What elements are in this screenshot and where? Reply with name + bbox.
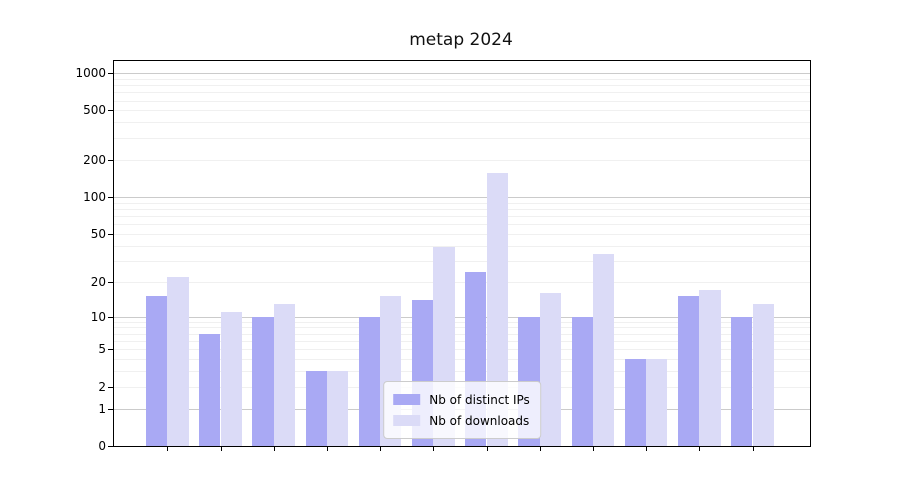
y-tick-label: 200 (83, 152, 106, 167)
legend-label: Nb of downloads (429, 413, 530, 428)
gridline (114, 110, 810, 112)
x-tick (592, 447, 594, 451)
bar-downloads-oct (646, 359, 668, 446)
bar-distinct-ips-mar (252, 316, 274, 446)
bar-distinct-ips-may (358, 316, 381, 446)
chart-legend: Nb of distinct IPs Nb of downloads (383, 381, 541, 439)
x-tick (380, 447, 382, 451)
x-tick (486, 447, 488, 451)
gridline (114, 137, 810, 139)
x-tick (273, 447, 275, 451)
y-tick-label: 0 (98, 439, 106, 453)
bar-downloads-feb (220, 311, 242, 446)
legend-item: Nb of downloads (393, 410, 530, 431)
y-tick (108, 408, 113, 410)
bar-downloads-jan (167, 276, 189, 446)
plot-area: Nb of distinct IPs Nb of downloads 0 1 2 5 10… (75, 60, 811, 452)
x-tick (433, 447, 435, 451)
gridline (114, 233, 810, 235)
gridline (114, 359, 810, 361)
y-tick (108, 73, 113, 74)
gridline (114, 245, 810, 247)
gridline (114, 316, 810, 318)
gridline (114, 321, 810, 323)
y-tick-label: 5 (98, 342, 106, 357)
bar-downloads-apr (326, 371, 349, 446)
bar-downloads-nov (699, 290, 721, 446)
gridline (114, 85, 810, 87)
y-tick-label: 50 (90, 226, 106, 241)
gridline (114, 73, 810, 74)
y-tick (108, 196, 113, 198)
y-tick-label: 100 (83, 189, 106, 204)
gridline (114, 196, 810, 198)
y-tick-label: 1000 (75, 66, 106, 80)
y-tick (108, 349, 113, 351)
gridline (114, 281, 810, 283)
x-tick (326, 447, 328, 451)
bar-distinct-ips-feb (199, 333, 221, 446)
legend-swatch-icon (393, 415, 421, 426)
y-tick (108, 233, 113, 235)
bar-distinct-ips-sep (571, 316, 593, 446)
x-tick (539, 447, 541, 451)
bar-distinct-ips-apr (305, 371, 327, 446)
bar-downloads-jul (486, 172, 508, 446)
y-tick (108, 316, 113, 318)
bar-distinct-ips-oct (624, 359, 647, 446)
y-tick-label: 10 (90, 309, 106, 324)
bar-downloads-dec (752, 303, 774, 446)
gridline (114, 122, 810, 124)
gridline (114, 100, 810, 102)
y-tick-label: 20 (90, 274, 106, 289)
y-tick (108, 386, 113, 388)
gridline (114, 208, 810, 210)
gridline (114, 341, 810, 342)
bar-downloads-mar (273, 303, 295, 446)
y-tick-label: 1 (98, 401, 106, 416)
x-tick (752, 447, 754, 451)
bar-distinct-ips-nov (678, 296, 700, 446)
gridline (114, 327, 810, 329)
gridline (114, 333, 810, 335)
y-tick (108, 446, 113, 447)
x-tick (167, 447, 169, 451)
y-tick-label: 500 (83, 103, 106, 118)
legend-item: Nb of distinct IPs (393, 389, 530, 410)
legend-swatch-icon (393, 394, 421, 405)
bar-distinct-ips-dec (731, 316, 753, 446)
chart-title: metap 2024 (409, 30, 513, 50)
gridline (114, 215, 810, 217)
x-tick (699, 447, 701, 451)
gridline (114, 78, 810, 80)
gridline (114, 371, 810, 373)
gridline (114, 349, 810, 351)
legend-label: Nb of distinct IPs (429, 392, 530, 407)
bar-downloads-sep (592, 254, 615, 446)
y-tick-label: 2 (98, 379, 106, 394)
bar-distinct-ips-jan (146, 296, 168, 446)
y-tick (108, 159, 113, 161)
y-tick (108, 110, 113, 112)
y-tick (108, 281, 113, 283)
gridline (114, 224, 810, 226)
gridline (114, 92, 810, 94)
bar-downloads-aug (539, 293, 561, 446)
x-tick (220, 447, 222, 451)
gridline (114, 260, 810, 262)
gridline (114, 159, 810, 161)
gridline (114, 202, 810, 204)
x-tick (646, 447, 648, 451)
